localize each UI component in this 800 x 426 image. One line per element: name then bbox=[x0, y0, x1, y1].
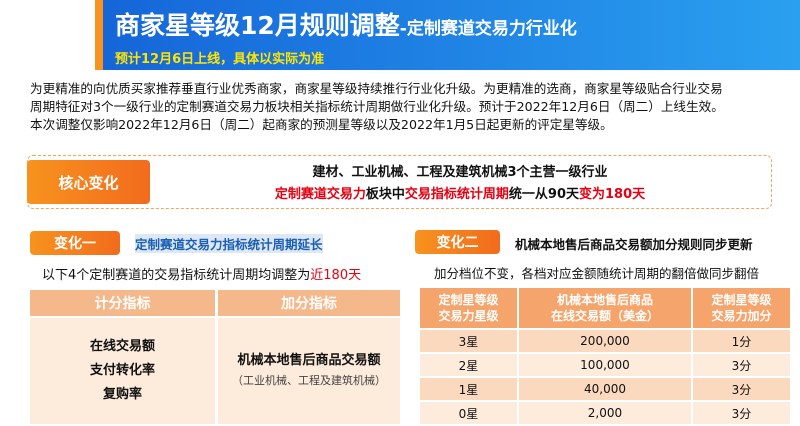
metric: 机械本地售后商品交易额 bbox=[237, 353, 381, 368]
change2-desc: 加分档位不变，各档对应金额随统计周期的翻倍做同步翻倍 bbox=[434, 266, 760, 281]
table-cell: 3分 bbox=[693, 378, 790, 400]
table-row: 3星 200,000 1分 bbox=[420, 330, 790, 352]
header-line: 定制星等级 bbox=[438, 293, 499, 307]
change2-label: 变化二 bbox=[415, 230, 500, 254]
table-cell: 100,000 bbox=[518, 354, 691, 376]
table-row: 0星 2,000 3分 bbox=[420, 402, 790, 424]
intro-line: 本次调整仅影响2022年12月6日（周二）起商家的预测星等级以及2022年1月5… bbox=[30, 117, 613, 132]
table-cell: 2,000 bbox=[518, 402, 691, 424]
table-header: 定制星等级交易力加分 bbox=[693, 288, 790, 328]
table-cell: 40,000 bbox=[518, 378, 691, 400]
table-cell: 3分 bbox=[693, 402, 790, 424]
header-line: 定制星等级 bbox=[711, 293, 772, 307]
change1-title: 定制赛道交易力指标统计周期延长 bbox=[135, 234, 323, 253]
table-cell: 2星 bbox=[420, 354, 517, 376]
header-title-row: 商家星等级12月规则调整-定制赛道交易力行业化 bbox=[115, 6, 577, 42]
table-header: 加分指标 bbox=[218, 290, 400, 316]
core-text: 建材、工业机械、工程及建筑机械3个主营一级行业 定制赛道交易力板块中交易指标统计… bbox=[160, 162, 760, 206]
core-label: 核心变化 bbox=[27, 160, 150, 204]
change1-label: 变化一 bbox=[30, 231, 120, 255]
metric: 复购率 bbox=[102, 387, 142, 402]
table-header: 计分指标 bbox=[30, 290, 215, 316]
header-banner bbox=[95, 0, 800, 70]
title-suffix: -定制赛道交易力行业化 bbox=[399, 19, 577, 39]
table-cell: 1星 bbox=[420, 378, 517, 400]
table-cell: 机械本地售后商品交易额 （工业机械、工程及建筑机械） bbox=[218, 318, 400, 424]
metric-note: （工业机械、工程及建筑机械） bbox=[232, 374, 386, 387]
metric: 支付转化率 bbox=[89, 363, 155, 378]
text-run: 以下4个定制赛道的交易指标统计周期均调整为 bbox=[42, 268, 311, 283]
intro-line: 为更精准的向优质买家推荐垂直行业优秀商家，商家星等级持续推行行业化升级。为更精准… bbox=[30, 81, 723, 96]
table-cell: 3分 bbox=[693, 354, 790, 376]
title: 商家星等级12月规则调整 bbox=[115, 11, 400, 40]
core-line: 定制赛道交易力板块中交易指标统计周期统一从90天变为180天 bbox=[160, 184, 760, 206]
text-run: 交易指标统计周期 bbox=[404, 187, 509, 202]
metric: 在线交易额 bbox=[89, 339, 155, 354]
rule-table: 定制星等级 交易力星级 机械本地售后商品 在线交易额（美金） 定制星等级 交易力加分 3星 2… bbox=[418, 286, 792, 426]
header-line: 交易力星级 bbox=[438, 309, 499, 323]
table-cell: 200,000 bbox=[518, 330, 691, 352]
text-run: 统一从90天 bbox=[508, 187, 579, 202]
table-cell: 3星 bbox=[420, 330, 517, 352]
table-row: 2星 100,000 3分 bbox=[420, 354, 790, 376]
text-run: 定制赛道交易力 bbox=[274, 187, 366, 202]
core-line: 建材、工业机械、工程及建筑机械3个主营一级行业 bbox=[312, 165, 608, 180]
table-header: 定制星等级交易力星级 bbox=[420, 288, 517, 328]
text-run: 变为180天 bbox=[579, 187, 646, 202]
header-line: 在线交易额（美金） bbox=[550, 309, 659, 323]
intro-line: 周期特征对3个一级行业的定制赛道交易力板块相关指标统计周期做行业化升级。预计于2… bbox=[30, 99, 724, 114]
subtitle: 预计12月6日上线，具体以实际为准 bbox=[115, 52, 325, 67]
table-cell: 1分 bbox=[693, 330, 790, 352]
text-run: 板块中 bbox=[365, 187, 405, 202]
intro: 为更精准的向优质买家推荐垂直行业优秀商家，商家星等级持续推行行业化升级。为更精准… bbox=[30, 80, 724, 134]
table-row: 1星 40,000 3分 bbox=[420, 378, 790, 400]
table-header: 机械本地售后商品 在线交易额（美金） bbox=[518, 288, 691, 328]
header-accent bbox=[95, 0, 103, 70]
header-line: 交易力加分 bbox=[711, 309, 772, 323]
change2-title: 机械本地售后商品交易额加分规则同步更新 bbox=[515, 237, 753, 252]
table-cell: 0星 bbox=[420, 402, 517, 424]
table-cell: 在线交易额 支付转化率 复购率 bbox=[30, 318, 215, 424]
change1-desc: 以下4个定制赛道的交易指标统计周期均调整为近180天 bbox=[42, 264, 361, 283]
text-run: 近180天 bbox=[310, 268, 362, 283]
header-line: 机械本地售后商品 bbox=[556, 293, 653, 307]
